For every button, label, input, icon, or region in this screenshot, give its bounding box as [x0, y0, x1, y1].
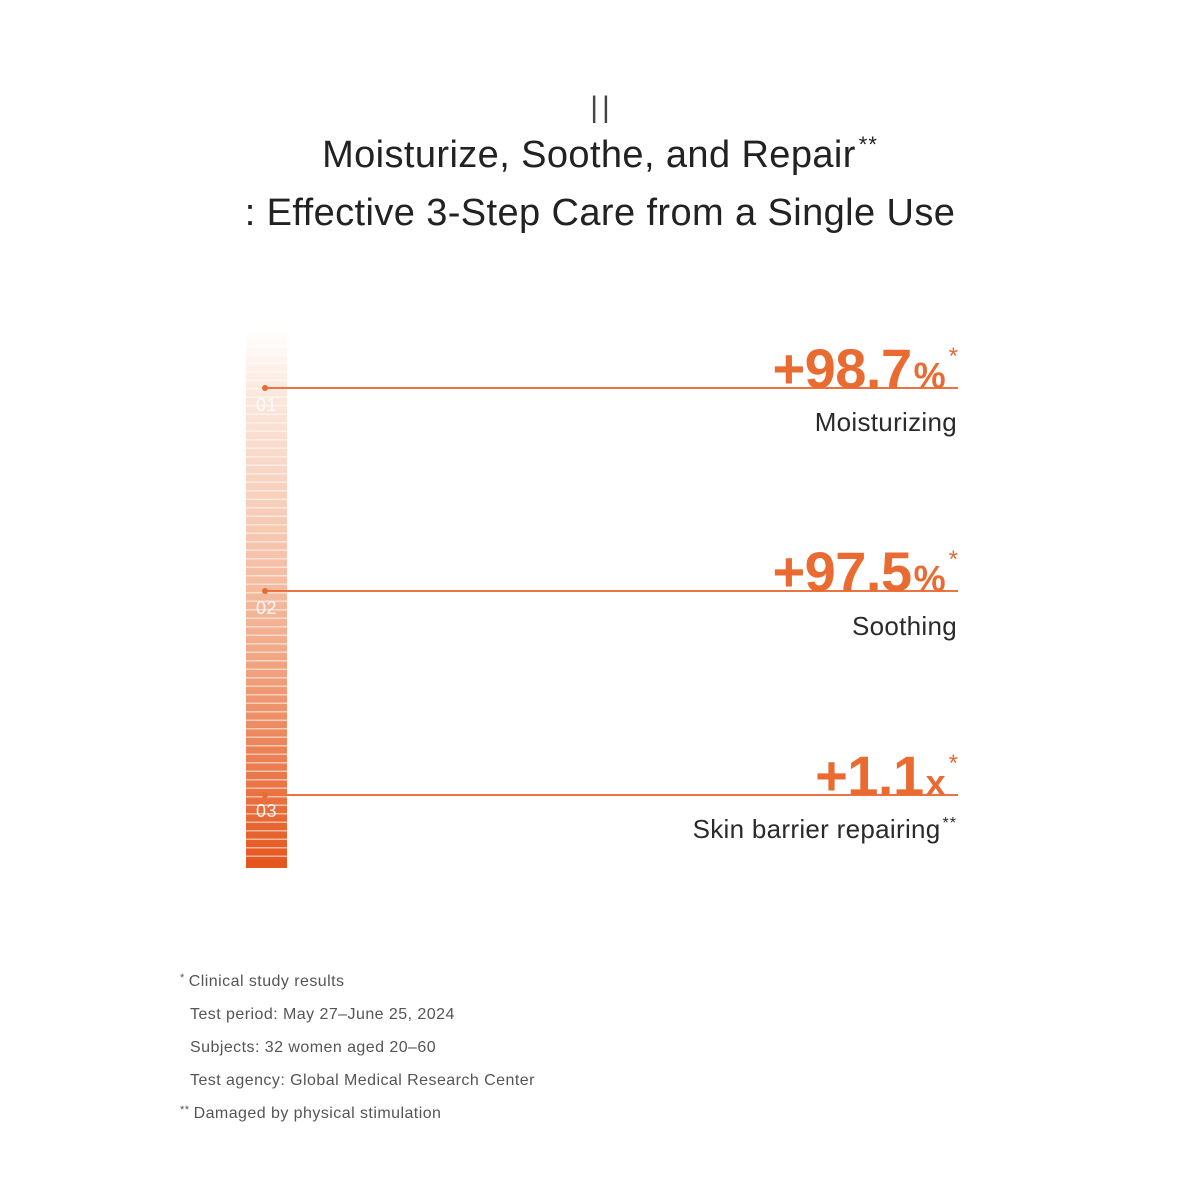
stat-value-skin-barrier: +1.1x * [815, 748, 958, 804]
footnote-damaged-text: Damaged by physical stimulation [193, 1105, 442, 1122]
footnote-damaged: ** Damaged by physical stimulation [180, 1104, 441, 1125]
step-label-02: 02 [255, 598, 278, 618]
stat-unit: x [925, 762, 946, 803]
step-label-03: 03 [255, 801, 278, 821]
footnote-mark: ** [180, 1104, 190, 1116]
stat-footnote-mark: * [948, 343, 958, 370]
leader-line [265, 794, 958, 796]
footnote-subjects: Subjects: 32 women aged 20–60 [190, 1039, 437, 1056]
stat-label-mark: ** [942, 815, 957, 832]
step-label-01: 01 [255, 395, 278, 415]
stat-number: +1.1 [815, 744, 924, 807]
gradient-scale-bar [246, 330, 287, 868]
stat-number: +98.7 [772, 337, 912, 400]
stat-label-moisturizing: Moisturizing [815, 409, 957, 435]
divider-mark: || [590, 91, 614, 124]
stat-unit: % [913, 558, 946, 599]
stat-unit: % [913, 355, 946, 396]
title-line-1-text: Moisturize, Soothe, and Repair [322, 134, 856, 176]
stat-label-text: Moisturizing [814, 407, 957, 437]
leader-dot [262, 792, 268, 798]
title-footnote-mark: ** [858, 132, 878, 157]
stat-value-moisturizing: +98.7% * [772, 341, 958, 397]
footnote-mark: * [180, 972, 185, 984]
stat-number: +97.5 [772, 540, 912, 603]
stat-label-skin-barrier: Skin barrier repairing ** [692, 814, 957, 844]
title-line-2: : Effective 3-Step Care from a Single Us… [244, 192, 956, 234]
leader-line [265, 387, 958, 389]
footnote-test-agency: Test agency: Global Medical Research Cen… [190, 1072, 535, 1089]
title-line-1: Moisturize, Soothe, and Repair ** [0, 134, 1200, 176]
stat-footnote-mark: * [948, 546, 958, 573]
stat-footnote-mark: * [948, 750, 958, 777]
leader-dot [262, 588, 268, 594]
footnote-test-period: Test period: May 27–June 25, 2024 [190, 1006, 455, 1023]
stat-label-text: Soothing [851, 611, 957, 641]
footnote-clinical: * Clinical study results [180, 972, 345, 993]
footnote-clinical-title: Clinical study results [188, 973, 345, 990]
leader-line [265, 590, 958, 592]
stat-label-soothing: Soothing [852, 613, 957, 639]
scale-bar-foot [246, 860, 287, 868]
leader-dot [262, 385, 268, 391]
stat-label-text: Skin barrier repairing [692, 814, 941, 844]
stat-value-soothing: +97.5% * [772, 544, 958, 600]
